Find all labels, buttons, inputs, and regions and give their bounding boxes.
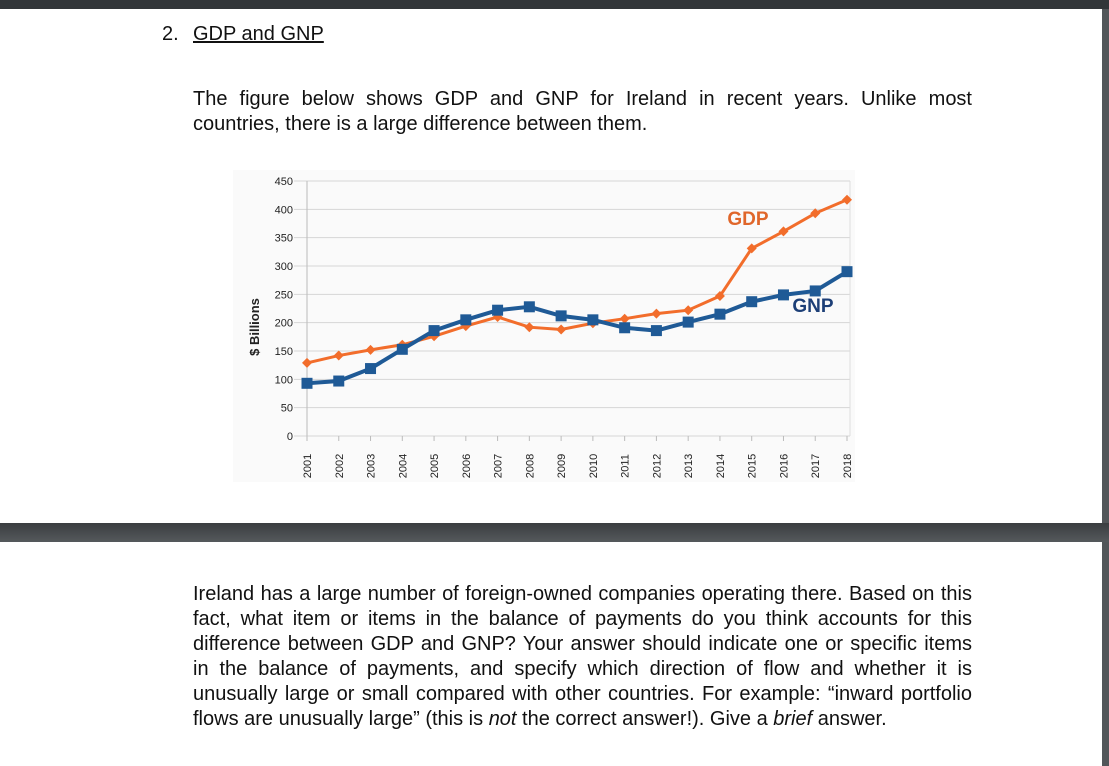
data-point-gnp [619,322,631,334]
y-tick-label: 450 [275,176,293,188]
data-point-gnp [587,314,599,326]
x-tick-label: 2005 [429,454,441,478]
x-tick-label: 2007 [493,454,505,478]
x-tick-label: 2004 [397,454,409,478]
data-point-gdp [302,357,312,368]
data-point-gdp [683,305,694,316]
page-separator [0,523,1109,542]
data-point-gnp [523,301,535,313]
question-text-2: the correct answer!). Give a [516,708,774,730]
y-tick-label: 50 [281,403,293,415]
data-point-gnp [333,375,345,387]
data-point-gnp [650,325,662,337]
x-tick-label: 2015 [747,454,759,478]
x-tick-label: 2013 [683,454,695,478]
data-point-gdp [333,350,344,361]
data-point-gnp [460,314,472,326]
y-tick-label: 150 [275,346,293,358]
x-tick-label: 2002 [334,454,346,478]
data-point-gnp [746,296,758,308]
question-paragraph: Ireland has a large number of foreign-ow… [193,582,972,732]
x-tick-label: 2001 [302,454,314,478]
y-tick-label: 300 [275,261,293,273]
viewer-toolbar-edge [0,0,1109,9]
x-tick-label: 2014 [715,454,727,478]
chart-background [233,170,855,482]
y-tick-label: 200 [275,318,293,330]
x-tick-label: 2017 [810,454,822,478]
x-tick-label: 2012 [651,454,663,478]
data-point-gdp [778,226,789,237]
data-point-gdp [746,243,757,254]
data-point-gnp [841,266,853,278]
data-point-gnp [492,304,504,316]
data-point-gnp [714,308,726,320]
data-point-gdp [810,208,821,219]
data-point-gnp [682,316,694,328]
y-tick-label: 350 [275,233,293,245]
x-tick-label: 2016 [778,454,790,478]
pdf-page-2: Ireland has a large number of foreign-ow… [0,542,1102,766]
data-point-gdp [842,194,852,205]
data-point-gnp [777,289,789,301]
question-text-1: Ireland has a large number of foreign-ow… [193,583,972,730]
data-point-gnp [555,310,567,322]
question-emphasis-not: not [488,708,517,730]
data-point-gdp [365,344,376,355]
y-tick-label: 0 [287,431,293,443]
data-point-gnp [428,325,440,337]
x-tick-label: 2011 [620,454,632,478]
data-point-gdp [524,322,535,333]
question-text-3: answer. [812,708,887,730]
pdf-page-1: 2. GDP and GNP The figure below shows GD… [0,9,1102,523]
question-emphasis-brief: brief [773,708,813,730]
gdp-gnp-chart: $ Billions 0 50 100 150 200 250 300 350 400 450 20… [233,170,855,482]
series-label-gdp: GDP [727,209,769,230]
x-tick-label: 2006 [461,454,473,478]
data-point-gnp [809,285,821,297]
data-point-gdp [619,313,630,324]
data-point-gdp [556,324,567,335]
section-number: 2. [162,23,179,45]
data-point-gdp [714,291,725,302]
data-point-gnp [301,377,313,389]
y-tick-label: 100 [275,374,293,386]
x-tick-label: 2009 [556,454,568,478]
x-tick-label: 2018 [842,454,854,478]
section-title: GDP and GNP [193,23,324,45]
data-point-gnp [396,343,408,355]
y-tick-label: 400 [275,204,293,216]
intro-paragraph: The figure below shows GDP and GNP for I… [193,88,972,135]
series-label-gnp: GNP [792,296,834,317]
x-tick-label: 2003 [366,454,378,478]
x-tick-label: 2008 [524,454,536,478]
y-tick-label: 250 [275,289,293,301]
data-point-gdp [651,308,662,319]
data-point-gnp [365,363,377,375]
x-tick-label: 2010 [588,454,600,478]
y-axis-label: $ Billions [247,298,262,356]
